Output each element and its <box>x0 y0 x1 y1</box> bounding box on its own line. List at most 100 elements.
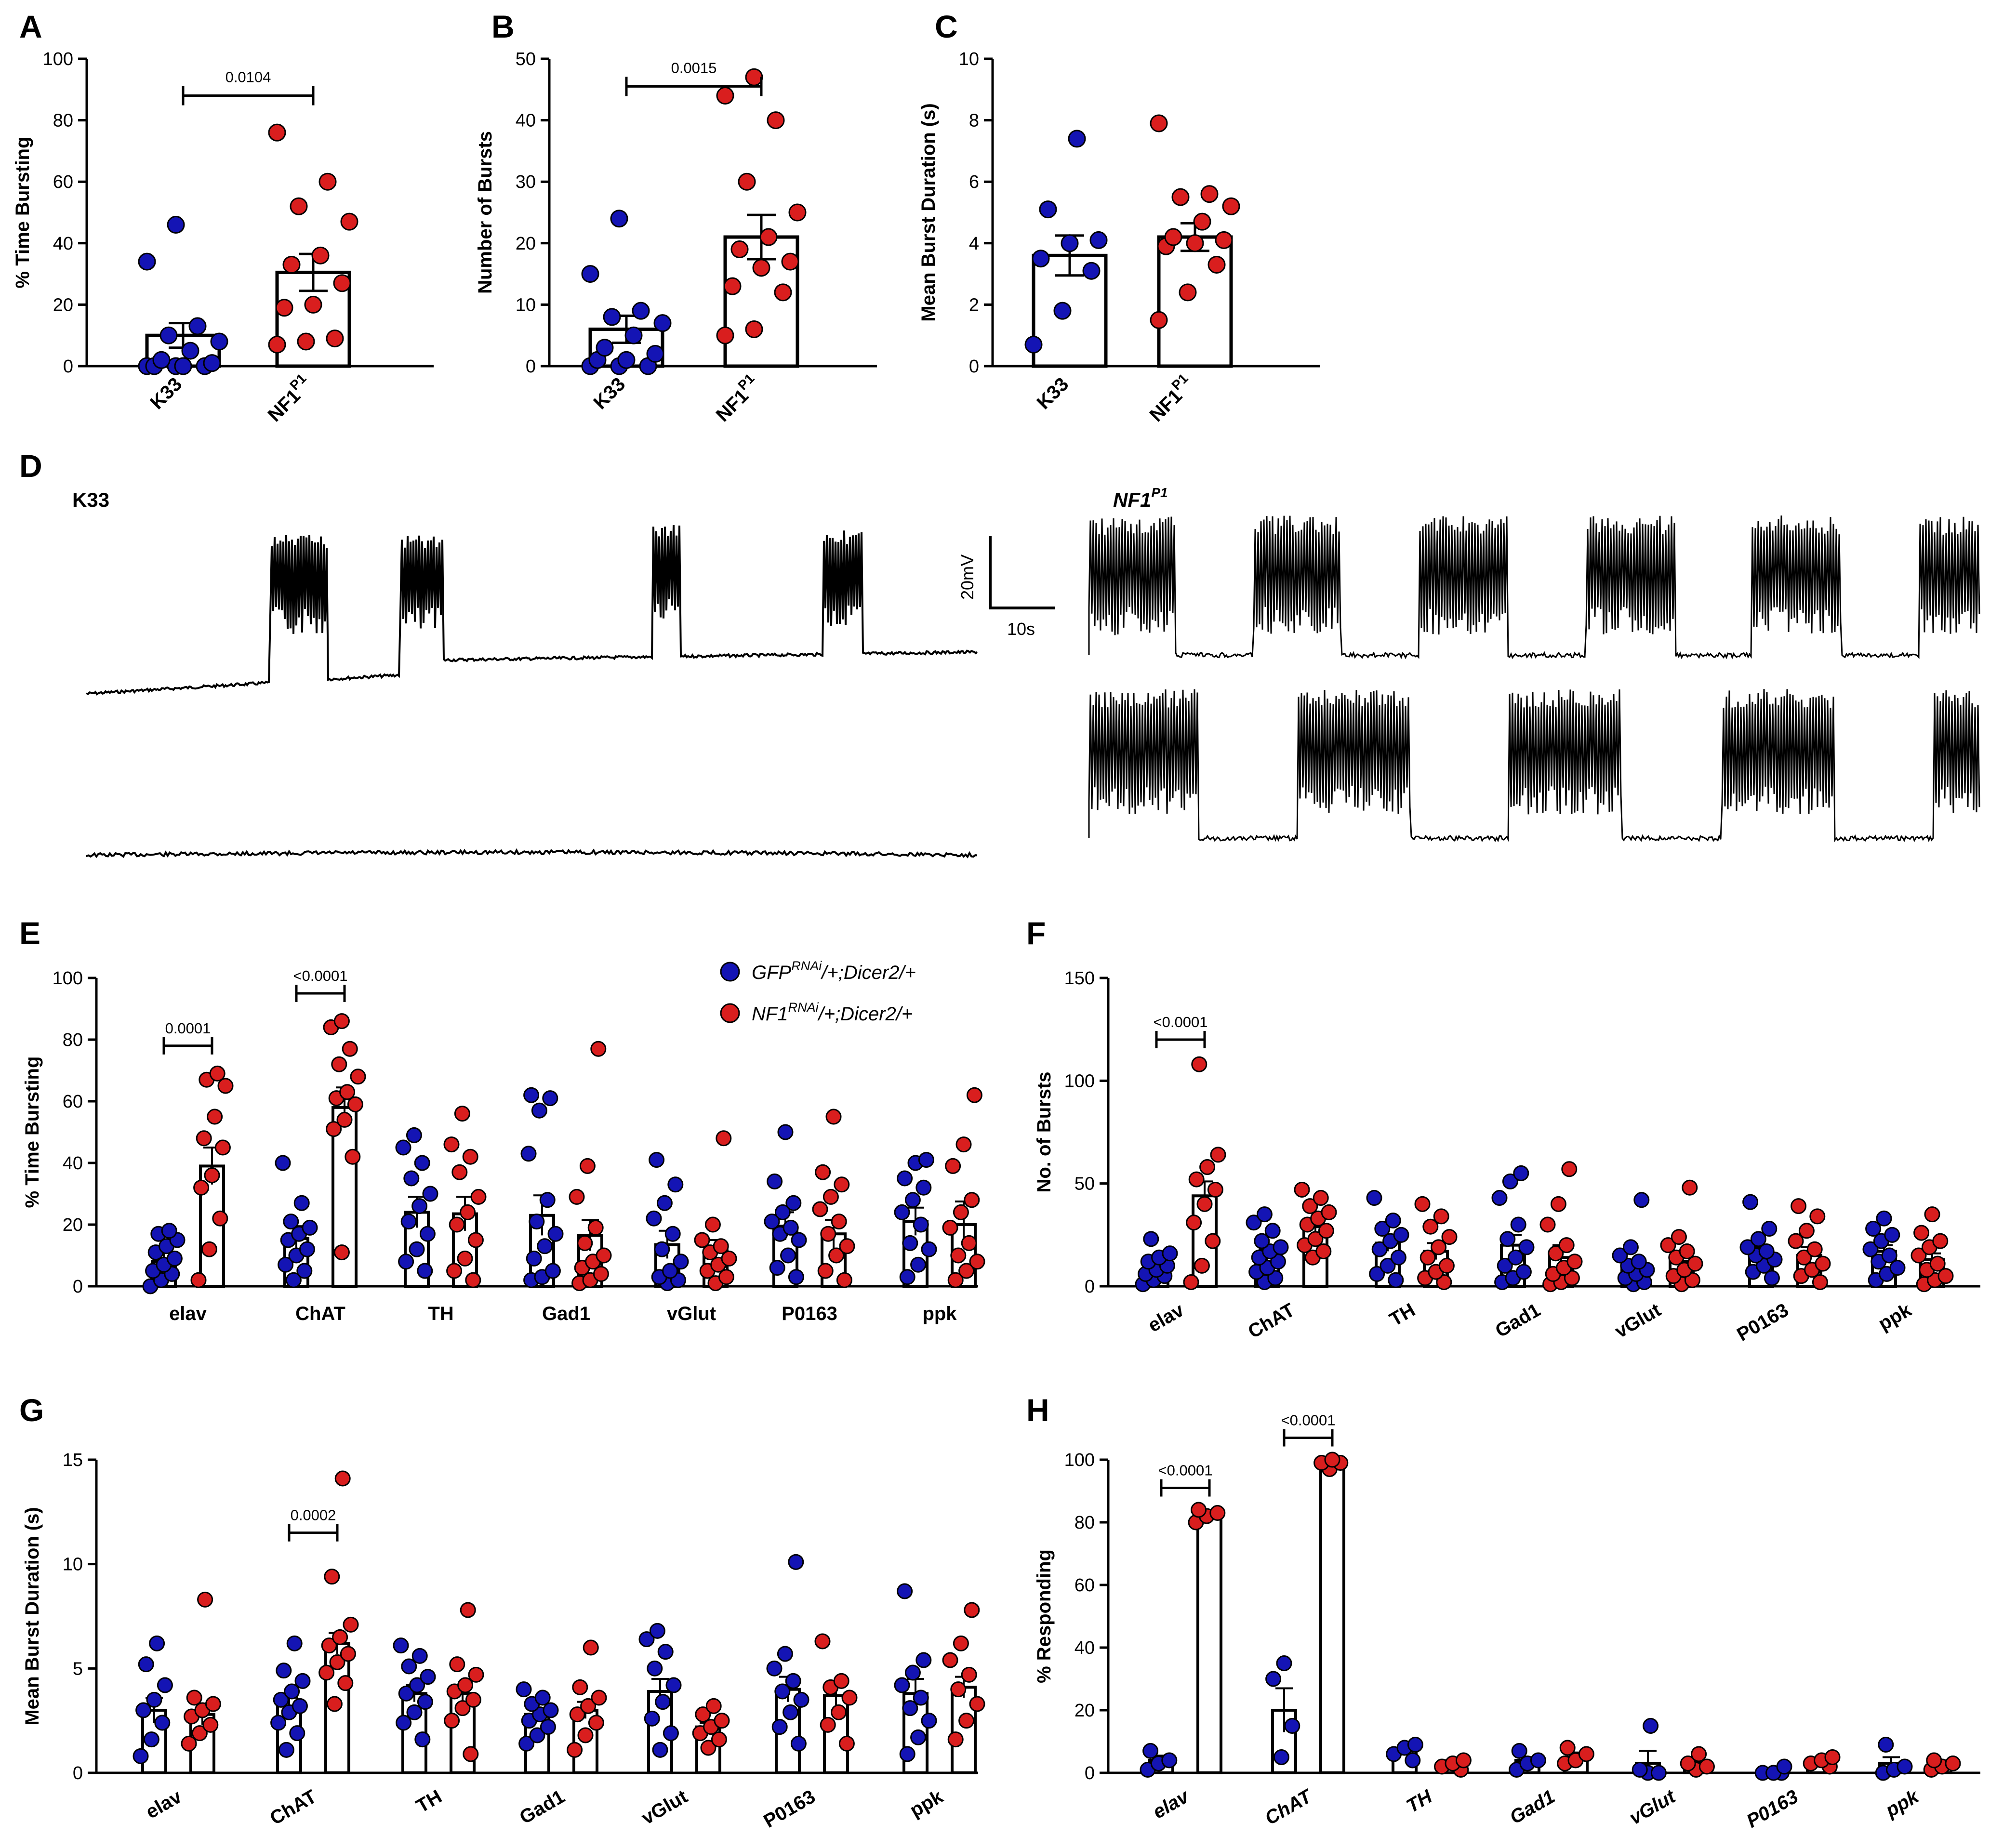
data-point <box>326 1696 343 1712</box>
data-point <box>904 1192 921 1208</box>
data-point <box>764 1214 780 1230</box>
data-point <box>785 1673 801 1689</box>
data-point <box>1414 1196 1431 1212</box>
data-point <box>334 1470 351 1487</box>
data-point <box>409 1677 425 1693</box>
data-point <box>777 1646 793 1662</box>
data-point <box>820 1716 836 1733</box>
data-point <box>417 1263 433 1279</box>
data-point <box>457 1250 473 1267</box>
data-point <box>212 1210 228 1227</box>
x-tick-label: K33 <box>146 373 186 413</box>
x-tick-label: ChAT <box>266 1786 320 1829</box>
data-point <box>1313 1190 1329 1206</box>
data-point <box>539 1192 556 1208</box>
data-point <box>465 1691 481 1708</box>
data-point <box>289 1725 305 1742</box>
data-point <box>1455 1752 1472 1769</box>
data-point <box>186 1690 202 1706</box>
significance-label: 0.0002 <box>291 1507 336 1524</box>
data-point <box>299 1241 315 1257</box>
legend-label-nf1: NF1RNAi/+;Dicer2/+ <box>752 1000 913 1025</box>
data-point <box>152 351 171 369</box>
data-point <box>825 1109 842 1125</box>
data-point <box>1053 302 1072 320</box>
data-point <box>899 1746 915 1762</box>
data-point <box>207 1109 223 1125</box>
trace-k33-recording-1 <box>86 525 978 696</box>
x-tick-label: vGlut <box>667 1303 716 1324</box>
data-point <box>1824 1749 1841 1765</box>
data-point <box>1897 1758 1913 1775</box>
x-tick-label: P0163 <box>782 1303 837 1324</box>
data-point <box>915 1179 932 1196</box>
data-point <box>1366 1190 1382 1206</box>
data-point <box>278 1256 294 1273</box>
data-point <box>422 1186 438 1202</box>
data-point <box>646 344 664 363</box>
data-point <box>324 1569 340 1585</box>
data-point <box>771 1719 788 1735</box>
data-point <box>617 351 636 369</box>
data-point <box>831 1704 847 1720</box>
data-point <box>470 1188 487 1205</box>
data-point <box>1660 1237 1676 1254</box>
data-point <box>1369 1266 1385 1282</box>
data-point <box>961 1666 977 1683</box>
data-point <box>1632 1762 1648 1778</box>
data-point <box>282 255 301 274</box>
data-point <box>1191 1502 1207 1518</box>
x-tick-label: vGlut <box>1611 1299 1665 1342</box>
data-point <box>624 326 643 344</box>
data-point <box>1530 1752 1546 1769</box>
y-tick-label: 10 <box>516 295 536 315</box>
data-point <box>955 1136 972 1153</box>
data-point <box>969 1696 985 1712</box>
data-point <box>665 1677 682 1693</box>
data-point <box>462 1148 478 1165</box>
data-point <box>1518 1239 1535 1255</box>
x-tick-label: ppk <box>1875 1299 1915 1335</box>
data-point <box>610 210 628 228</box>
data-point <box>1150 114 1168 132</box>
data-point <box>1089 231 1108 249</box>
data-point <box>1294 1181 1310 1198</box>
panel-label-f: F <box>1026 915 1046 951</box>
data-point <box>329 1654 345 1670</box>
chart-number-of-bursts-rnai: 0 50 100 150 No. of Bursts elav ChAT TH Gad1 vGlu… <box>1034 968 1980 1346</box>
data-point <box>603 308 621 326</box>
data-point <box>188 317 207 335</box>
data-point <box>587 1219 604 1236</box>
scale-bar-time: 10s <box>1007 619 1035 639</box>
data-point <box>1924 1206 1940 1223</box>
data-point <box>1550 1196 1566 1212</box>
y-tick-label: 20 <box>53 295 73 315</box>
data-point <box>652 1742 668 1758</box>
data-point <box>831 1214 847 1230</box>
data-point <box>961 1235 977 1251</box>
data-point <box>1932 1233 1949 1249</box>
data-point <box>1622 1239 1639 1255</box>
data-point <box>953 1635 969 1651</box>
chart-time-bursting-nf1: 0 20 40 60 80 100 % Time Bursting K33 NF1P1 0.010… <box>12 49 434 426</box>
data-point <box>1321 1204 1337 1220</box>
data-point <box>516 1681 532 1698</box>
data-point <box>783 1219 799 1236</box>
data-point <box>1315 1243 1332 1259</box>
data-point <box>1884 1227 1900 1243</box>
data-point <box>321 1637 337 1654</box>
data-point <box>411 1648 428 1664</box>
data-point <box>820 1226 836 1242</box>
data-point <box>411 1198 428 1214</box>
data-point <box>828 1247 845 1264</box>
data-point <box>1390 1249 1406 1266</box>
data-point <box>921 1713 937 1729</box>
data-point <box>292 1698 308 1714</box>
data-point <box>318 172 337 191</box>
data-point <box>596 1247 612 1264</box>
data-point <box>1388 1272 1404 1288</box>
data-point <box>345 1148 361 1165</box>
x-tick-label: TH <box>412 1786 445 1817</box>
x-tick-label: K33 <box>1033 373 1073 413</box>
significance-label: <0.0001 <box>293 967 348 984</box>
